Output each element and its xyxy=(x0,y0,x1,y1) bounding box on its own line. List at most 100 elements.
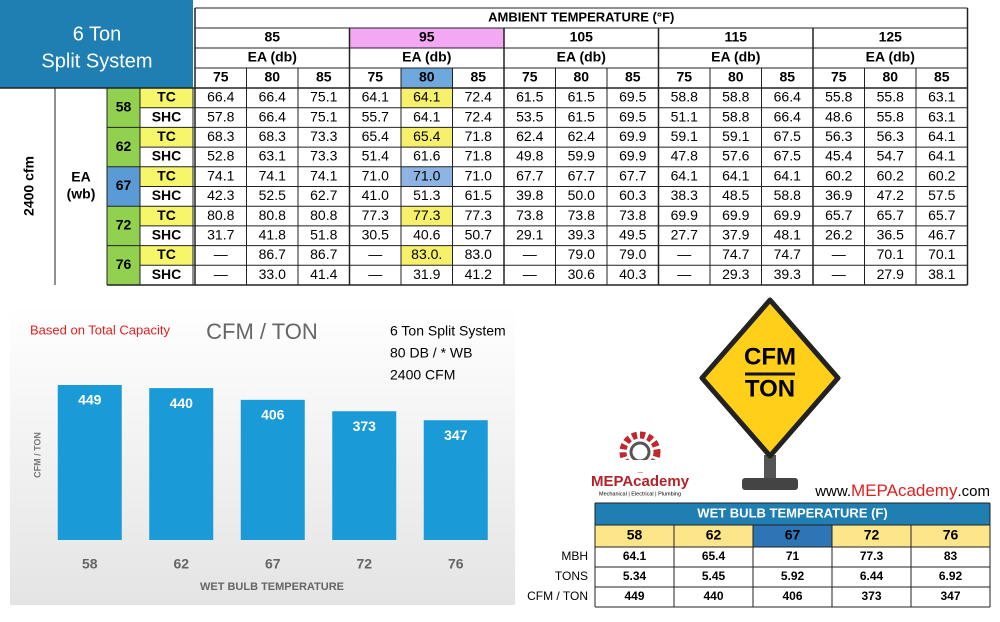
table-cell: 58.8 xyxy=(722,108,749,124)
summary-column: 67 xyxy=(785,527,801,543)
summary-column-cell xyxy=(911,525,990,547)
x-axis-label: WET BULB TEMPERATURE xyxy=(200,581,344,593)
table-cell: 86.7 xyxy=(310,246,337,262)
table-cell: 65.7 xyxy=(825,207,852,223)
table-cell: 73.8 xyxy=(568,207,595,223)
table-cell: 59.9 xyxy=(568,148,595,164)
table-cell: 61.6 xyxy=(413,148,440,164)
bar xyxy=(332,411,397,540)
table-cell: 73.3 xyxy=(310,148,337,164)
tc-cell xyxy=(140,127,193,148)
table-cell: 26.2 xyxy=(825,226,852,242)
table-cell: 67.7 xyxy=(619,167,646,183)
db-temp: 80 xyxy=(728,69,744,85)
tc-cell xyxy=(140,166,193,187)
table-cell: 79.0 xyxy=(619,246,646,262)
ambient-temp: 95 xyxy=(419,29,435,45)
wb-cell xyxy=(107,127,140,167)
summary-column: 76 xyxy=(943,527,959,543)
table-cell: 42.3 xyxy=(207,187,234,203)
table-cell: — xyxy=(832,266,846,282)
chart-title: CFM / TON xyxy=(206,319,318,344)
table-cell: 50.0 xyxy=(568,187,595,203)
sign-base xyxy=(742,478,798,490)
db-temp: 80 xyxy=(264,69,280,85)
value-label: 449 xyxy=(78,392,102,408)
table-cell: 64.1 xyxy=(722,167,749,183)
x-tick-label: 72 xyxy=(356,556,372,572)
table-cell: 27.9 xyxy=(877,266,904,282)
table-cell: 64.1 xyxy=(928,148,955,164)
row-label: SHC xyxy=(152,266,182,282)
table-cell: — xyxy=(214,266,228,282)
table-cell: 63.1 xyxy=(928,108,955,124)
table-cell: 63.1 xyxy=(928,89,955,105)
table-cell: 67.5 xyxy=(774,128,801,144)
gear-mask xyxy=(620,460,660,472)
value-label: 347 xyxy=(444,427,468,443)
table-cell: 51.8 xyxy=(310,226,337,242)
highlight-cell xyxy=(401,68,453,88)
airflow-label: 2400 cfm xyxy=(21,156,37,216)
table-cell: 58.8 xyxy=(671,89,698,105)
ambient-temp: 105 xyxy=(570,29,594,45)
table-cell: 64.1 xyxy=(671,167,698,183)
table-cell: 69.9 xyxy=(619,128,646,144)
table-cell: 83.0 xyxy=(465,246,492,262)
db-temp: 75 xyxy=(831,69,847,85)
table-cell: — xyxy=(523,266,537,282)
summary-column: 58 xyxy=(627,527,643,543)
summary-cell: 6.44 xyxy=(860,569,884,583)
table-cell: 49.5 xyxy=(619,226,646,242)
ea-db-label: EA (db) xyxy=(557,49,606,65)
website-url: www.MEPAcademy.com xyxy=(814,481,990,500)
table-cell: 64.1 xyxy=(774,167,801,183)
table-cell: 77.3 xyxy=(465,207,492,223)
table-cell: 70.1 xyxy=(877,246,904,262)
table-cell: 65.7 xyxy=(928,207,955,223)
table-cell: 49.8 xyxy=(516,148,543,164)
summary-column-cell xyxy=(595,525,674,547)
db-temp: 85 xyxy=(316,69,332,85)
table-cell: 62.7 xyxy=(310,187,337,203)
table-cell: 41.2 xyxy=(465,266,492,282)
summary-cell: 440 xyxy=(703,589,723,603)
table-cell: 29.3 xyxy=(722,266,749,282)
table-cell: — xyxy=(677,246,691,262)
table-cell: 71.0 xyxy=(413,167,440,183)
row-label: TC xyxy=(157,89,176,105)
table-cell: 67.7 xyxy=(516,167,543,183)
wb-value: 76 xyxy=(116,256,132,272)
wb-value: 62 xyxy=(116,138,132,154)
table-cell: — xyxy=(214,246,228,262)
table-cell: — xyxy=(368,246,382,262)
table-cell: 48.5 xyxy=(722,187,749,203)
table-cell: 74.1 xyxy=(207,167,234,183)
table-cell: 71.8 xyxy=(465,128,492,144)
table-cell: 53.5 xyxy=(516,108,543,124)
table-cell: 66.4 xyxy=(207,89,234,105)
row-label: TC xyxy=(157,246,176,262)
table-cell: 56.3 xyxy=(877,128,904,144)
x-tick-label: 67 xyxy=(265,556,281,572)
url-part: MEPAcademy xyxy=(851,481,958,500)
summary-cell: 5.34 xyxy=(623,569,647,583)
summary-column-cell xyxy=(832,525,911,547)
table-cell: — xyxy=(677,266,691,282)
table-cell: 60.2 xyxy=(928,167,955,183)
summary-cell: 373 xyxy=(861,589,881,603)
table-cell: 80.8 xyxy=(207,207,234,223)
table-cell: 67.7 xyxy=(568,167,595,183)
table-cell: 65.4 xyxy=(413,128,440,144)
summary-cell: 77.3 xyxy=(860,549,884,563)
gear-hub xyxy=(629,441,651,463)
corner-cell xyxy=(0,0,193,88)
x-tick-label: 58 xyxy=(82,556,98,572)
logo-tagline: Mechanical | Electrical | Plumbing xyxy=(599,491,681,497)
table-cell: 66.4 xyxy=(259,89,286,105)
table-cell: 31.7 xyxy=(207,226,234,242)
summary-column: 72 xyxy=(864,527,880,543)
table-cell: 47.8 xyxy=(671,148,698,164)
table-cell: 71.0 xyxy=(465,167,492,183)
